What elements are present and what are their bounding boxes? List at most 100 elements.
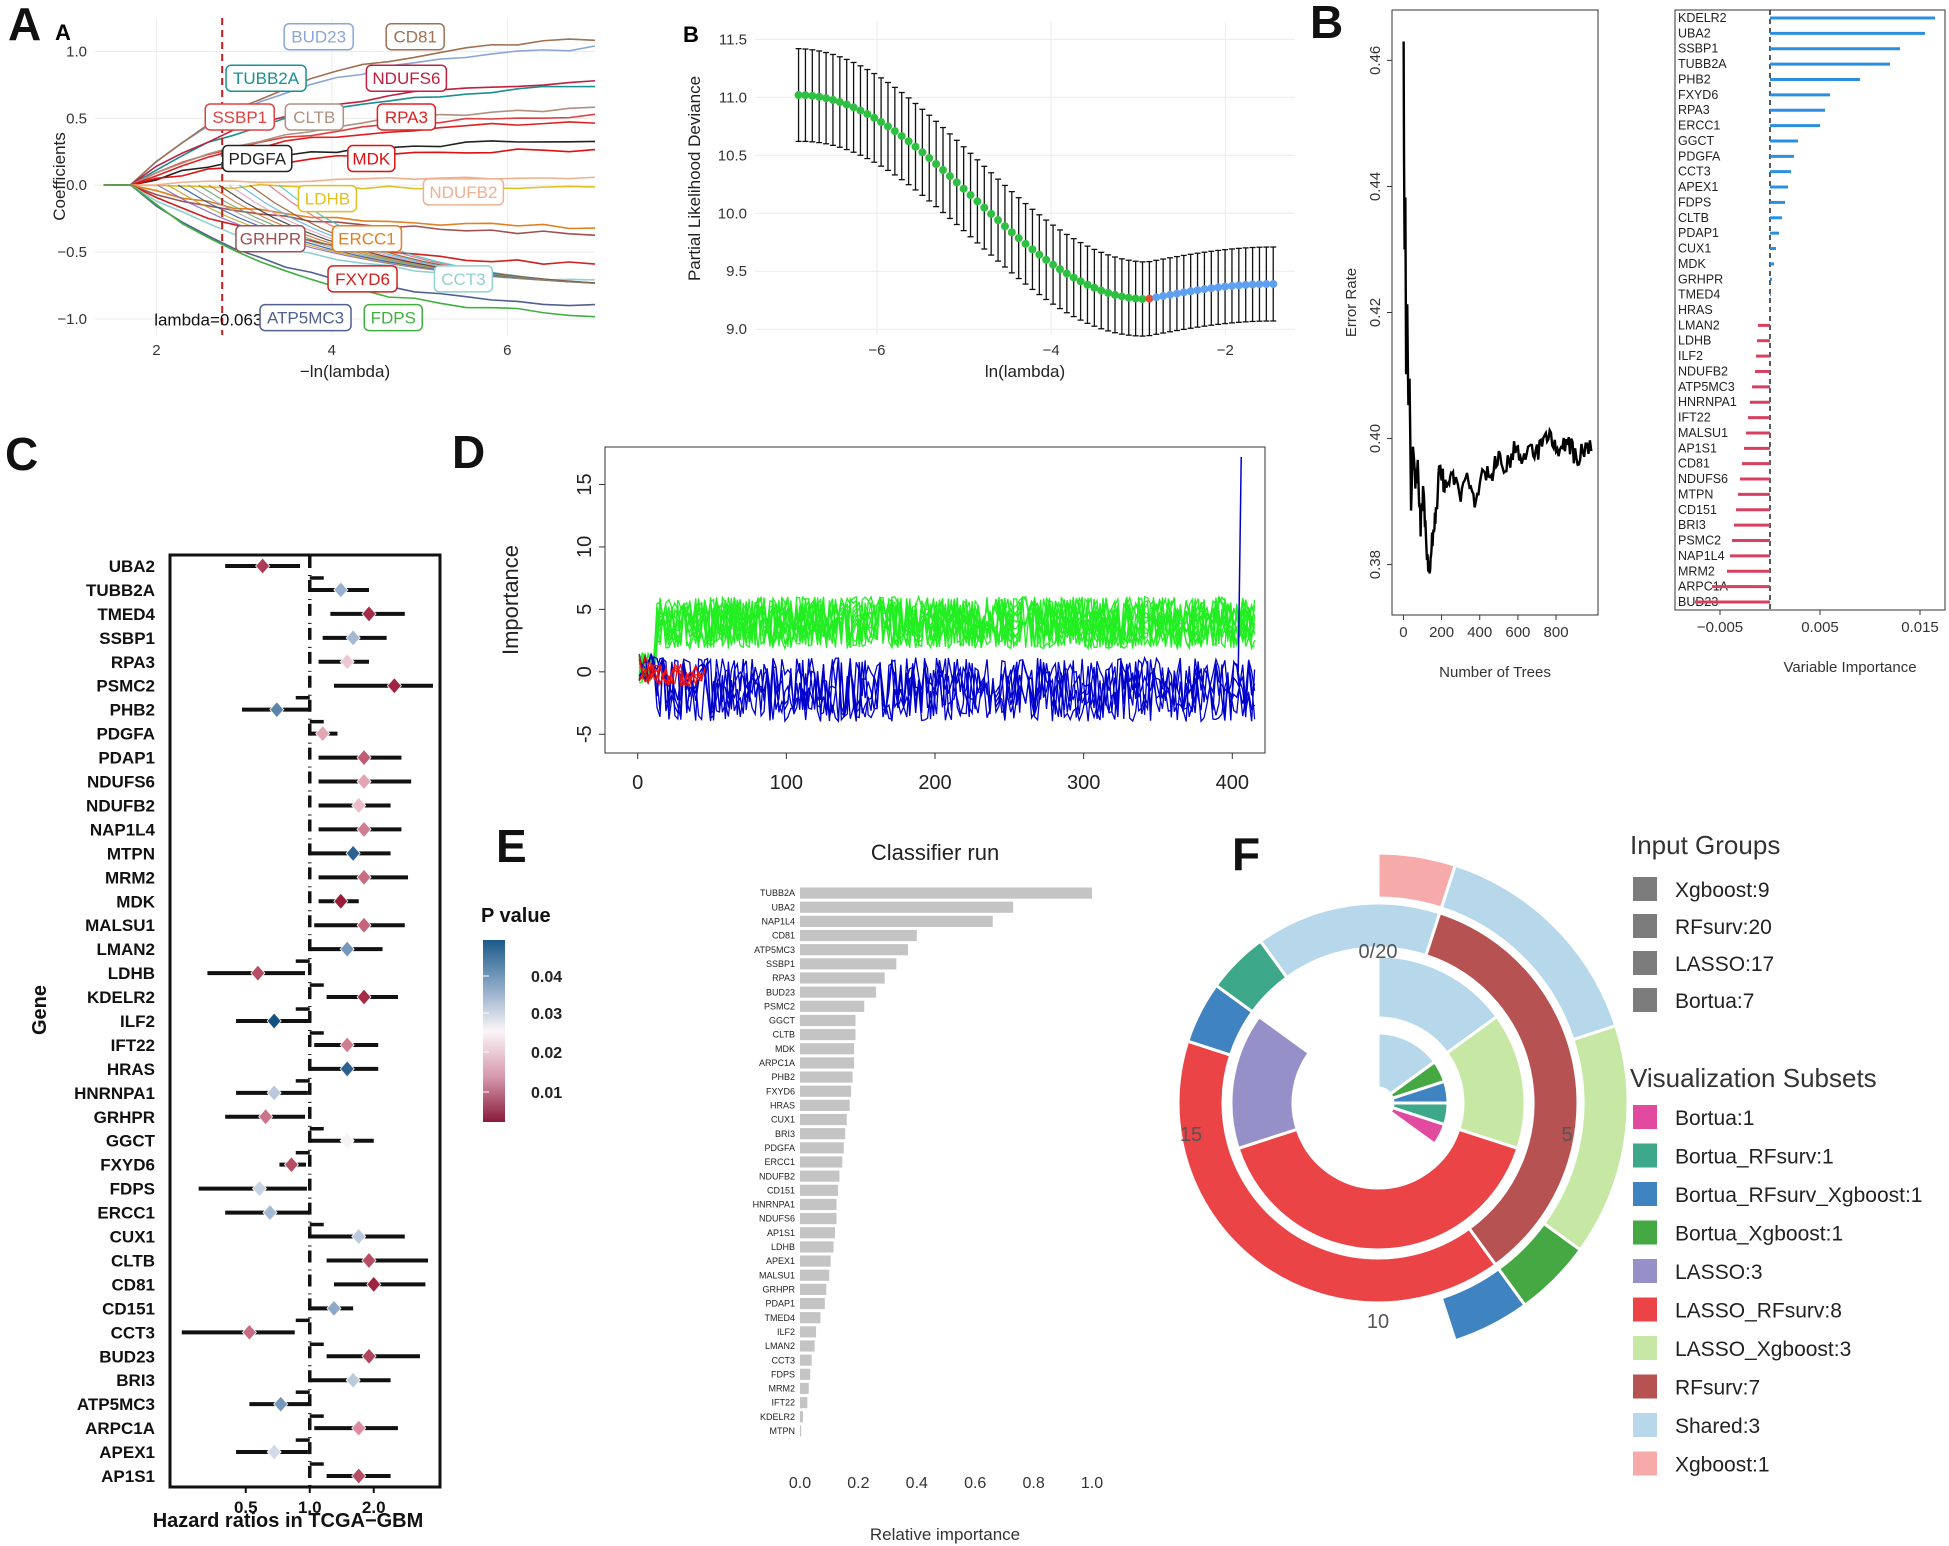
hazard-ratio-point [283, 1156, 299, 1174]
deviance-point [1269, 279, 1278, 288]
x-tick-label: 2.0 [362, 1498, 386, 1517]
importance-bar [800, 1029, 856, 1041]
ring-label-0: 0/20 [1359, 941, 1398, 963]
deviance-point [842, 100, 851, 109]
variable-label: UBA2 [1678, 26, 1711, 40]
coefficient-path [103, 176, 596, 186]
deviance-point [904, 137, 913, 146]
deviance-point [835, 98, 844, 107]
hazard-ratio-point [266, 1084, 282, 1102]
y-axis-label: Gene [29, 985, 51, 1035]
y-tick-label: 11.0 [719, 89, 747, 106]
gene-label: AP1S1 [101, 1467, 155, 1486]
deviance-point [863, 110, 872, 119]
deviance-point [1000, 222, 1009, 231]
deviance-point [801, 91, 810, 100]
variable-label: TUBB2A [1678, 57, 1727, 71]
hazard-ratio-forest-plot: UBA2 TUBB2A TMED4 SSBP1 RPA3 PSMC2 PHB2 PDGFA PD… [29, 553, 562, 1532]
gene-label: ATP5MC3 [267, 309, 344, 328]
gene-label: ERCC1 [97, 1204, 155, 1223]
variable-label: GRHPR [1678, 272, 1723, 286]
variable-label: TMED4 [1678, 288, 1720, 302]
variable-label: CUX1 [1678, 242, 1711, 256]
x-tick-label: −2 [1217, 342, 1234, 359]
x-tick-label: 0.5 [234, 1498, 258, 1517]
gene-label: APEX1 [99, 1443, 155, 1462]
deviance-point [1193, 286, 1202, 295]
importance-bar [800, 1170, 840, 1182]
venn-donut-chart: 0/20 5 10 15 Input Groups Xgboost:9 RFsurv:20 L… [1176, 830, 1922, 1477]
deviance-point [1159, 292, 1168, 301]
deviance-point [1248, 280, 1257, 289]
hazard-ratio-point [356, 868, 372, 886]
gene-label: ARPC1A [85, 1419, 155, 1438]
deviance-point [1200, 285, 1209, 294]
deviance-point [1241, 280, 1250, 289]
subset-label: Bortua_Xgboost:1 [1675, 1223, 1843, 1246]
subset-label: RFsurv:7 [1675, 1377, 1760, 1400]
variable-label: RPA3 [1678, 103, 1710, 117]
deviance-point [945, 172, 954, 181]
gene-label: RPA3 [111, 653, 155, 672]
x-tick-label: −6 [868, 342, 885, 359]
hazard-ratio-point [339, 653, 355, 671]
gene-label-box [204, 103, 275, 131]
importance-bar [800, 901, 1014, 913]
feature-label: PDAP1 [765, 1299, 795, 1309]
importance-series-red [638, 654, 706, 688]
hazard-ratio-point [356, 772, 372, 791]
x-tick-label: 200 [918, 772, 951, 794]
deviance-point [1262, 280, 1271, 289]
feature-label: CLTB [773, 1030, 795, 1040]
importance-spike [1237, 456, 1242, 672]
x-tick-label: −0.005 [1697, 619, 1743, 636]
deviance-point [1014, 234, 1023, 243]
hazard-ratio-point [345, 629, 361, 647]
deviance-point [1062, 269, 1071, 278]
y-tick-label: −1.0 [57, 311, 87, 328]
subset-swatch [1633, 1182, 1657, 1206]
gene-label: LDHB [305, 190, 350, 209]
boruta-importance-chart: -5 0 5 10 15 0 100 200 300 400 Classifier run Impor… [498, 446, 1266, 865]
variable-label: GGCT [1678, 134, 1714, 148]
variable-label: HRAS [1678, 303, 1713, 317]
x-tick-label: 600 [1505, 624, 1530, 641]
importance-bar [800, 1297, 825, 1310]
gene-label: FXYD6 [335, 270, 390, 289]
y-tick-label: 0.44 [1367, 172, 1384, 201]
importance-bar [800, 944, 909, 956]
gene-label: HRAS [107, 1060, 155, 1079]
gene-label: CCT3 [111, 1323, 155, 1342]
donut-segment [1388, 1105, 1447, 1147]
coefficient-path [249, 184, 596, 284]
panel-label-b-small: B [683, 22, 699, 47]
gene-label-box [331, 224, 403, 253]
subset-label: Bortua:1 [1675, 1107, 1754, 1130]
gene-label: NAP1L4 [90, 820, 156, 839]
feature-label: FXYD6 [766, 1086, 795, 1096]
subset-label: Shared:3 [1675, 1415, 1760, 1438]
feature-label: GRHPR [762, 1284, 795, 1294]
feature-label: TUBB2A [760, 888, 795, 898]
gene-label-box [347, 144, 396, 173]
hazard-ratio-point [273, 1395, 289, 1413]
gene-label: GGCT [106, 1132, 156, 1151]
hazard-ratio-point [356, 748, 372, 767]
deviance-point [1234, 281, 1243, 290]
hazard-ratio-point [356, 916, 372, 934]
gene-label-box [225, 64, 307, 92]
importance-bar [800, 1340, 815, 1352]
input-group-label: LASSO:17 [1675, 953, 1774, 976]
donut-segment [1236, 1127, 1520, 1252]
variable-label: CLTB [1678, 211, 1709, 225]
x-axis-label: Hazard ratios in TCGA−GBM [153, 1510, 424, 1532]
panel-label-d: D [452, 426, 485, 478]
gene-label: HNRNPA1 [74, 1084, 155, 1103]
gene-label: ATP5MC3 [77, 1395, 155, 1414]
gene-label: LDHB [108, 964, 155, 983]
importance-bar [800, 1057, 855, 1069]
colorbar-label: 0.04 [531, 969, 562, 986]
input-group-label: Xgboost:9 [1675, 879, 1770, 902]
gene-label: NDUFB2 [86, 796, 155, 815]
importance-bar [800, 1000, 865, 1012]
